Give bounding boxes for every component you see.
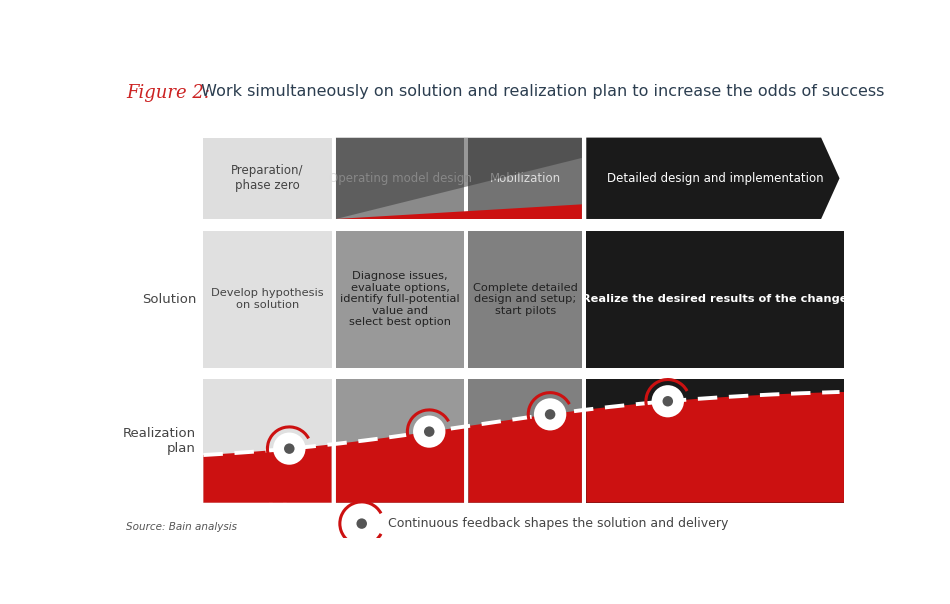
Text: Develop hypothesis
on solution: Develop hypothesis on solution <box>211 288 324 310</box>
Text: Identify key
stakeholders
to engage: Identify key stakeholders to engage <box>232 470 303 503</box>
Bar <box>203 379 332 503</box>
Bar <box>336 231 464 368</box>
Text: Realize the desired results of the change: Realize the desired results of the chang… <box>582 294 847 304</box>
Ellipse shape <box>356 518 367 529</box>
Text: Mobilization: Mobilization <box>489 172 560 185</box>
Text: Anticipate risks
and plan mitigations: Anticipate risks and plan mitigations <box>343 480 458 501</box>
Ellipse shape <box>662 396 673 406</box>
Text: Continuous feedback shapes the solution and delivery: Continuous feedback shapes the solution … <box>388 517 728 530</box>
Ellipse shape <box>273 432 306 464</box>
Polygon shape <box>586 392 844 503</box>
Text: Work simultaneously on solution and realization plan to increase the odds of suc: Work simultaneously on solution and real… <box>196 84 884 99</box>
Text: Complete detailed
design and setup;
start pilots: Complete detailed design and setup; star… <box>473 283 578 316</box>
Bar <box>203 138 332 219</box>
Ellipse shape <box>545 409 556 420</box>
Bar <box>336 379 464 503</box>
Text: Prepare to
implement change: Prepare to implement change <box>473 480 578 501</box>
Polygon shape <box>586 138 840 219</box>
Text: Detailed design and implementation: Detailed design and implementation <box>607 172 824 185</box>
Text: Preparation/
phase zero: Preparation/ phase zero <box>231 164 304 192</box>
Text: Realization
plan: Realization plan <box>123 427 196 455</box>
Bar <box>468 138 581 219</box>
Ellipse shape <box>346 507 378 540</box>
Text: Figure 2:: Figure 2: <box>126 84 210 102</box>
Bar <box>586 379 844 503</box>
Polygon shape <box>203 445 332 503</box>
Bar <box>203 231 332 368</box>
Bar <box>468 379 581 503</box>
Text: Diagnose issues,
evaluate options,
identify full-potential
value and
select best: Diagnose issues, evaluate options, ident… <box>340 271 460 327</box>
Polygon shape <box>336 204 581 219</box>
Ellipse shape <box>424 426 434 437</box>
Polygon shape <box>336 427 464 503</box>
Text: Operating model design: Operating model design <box>329 172 471 185</box>
Bar <box>586 231 844 368</box>
Text: Solution: Solution <box>142 293 196 306</box>
Polygon shape <box>468 410 581 503</box>
Polygon shape <box>336 138 581 219</box>
Bar <box>336 138 464 219</box>
Ellipse shape <box>284 443 294 454</box>
Ellipse shape <box>534 398 566 431</box>
Ellipse shape <box>652 385 684 417</box>
Text: Source: Bain analysis: Source: Bain analysis <box>126 522 238 532</box>
Ellipse shape <box>413 416 446 448</box>
Bar <box>468 231 581 368</box>
